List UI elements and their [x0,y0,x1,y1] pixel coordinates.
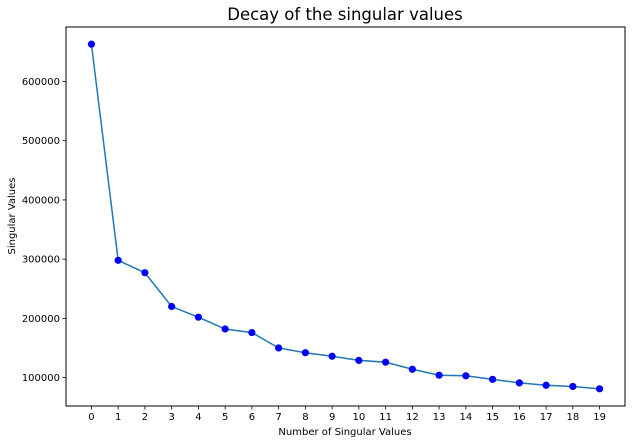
data-point [382,358,390,366]
plot-area [65,26,626,407]
x-tick-label: 15 [486,412,499,423]
x-tick-label: 6 [249,412,255,423]
x-tick-label: 8 [302,412,308,423]
data-point [355,356,363,365]
chart-title: Decay of the singular values [227,5,462,24]
x-tick-label: 19 [593,412,606,423]
x-tick-label: 3 [168,412,174,423]
y-axis: 100000 200000 300000 400000 500000 600000 [22,77,66,384]
x-tick-label: 12 [406,412,419,423]
x-tick-label: 10 [353,412,366,423]
data-point [141,269,149,277]
x-axis: 0 1 2 3 4 5 6 7 8 9 10 11 12 13 14 15 16 17 18 19 [88,406,606,423]
data-point [301,349,309,357]
y-tick-label: 400000 [22,195,60,206]
x-tick-label: 4 [195,412,201,423]
x-tick-label: 17 [540,412,553,423]
y-tick-label: 100000 [22,373,60,384]
x-tick-label: 16 [513,412,526,423]
y-tick-label: 200000 [22,314,60,325]
x-tick-label: 13 [433,412,446,423]
x-axis-label: Number of Singular Values [278,427,411,438]
series-layer [87,40,604,393]
x-tick-label: 14 [459,412,472,423]
x-tick-label: 5 [222,412,228,423]
x-tick-label: 7 [275,412,281,423]
data-point [87,40,96,48]
data-point [114,256,122,264]
data-point [221,325,229,333]
data-point [408,365,416,373]
data-point [542,381,550,389]
x-tick-label: 18 [566,412,579,423]
data-point [489,375,497,383]
data-point [569,382,577,391]
series-line [90,44,600,390]
data-point [275,344,283,352]
data-point [248,328,256,337]
data-point [595,385,604,393]
data-point [328,352,336,360]
y-tick-label: 300000 [22,255,60,266]
data-point [435,371,443,379]
y-tick-label: 600000 [22,77,60,88]
data-point [194,313,202,321]
x-tick-label: 11 [379,412,392,423]
x-tick-label: 2 [142,412,148,423]
y-tick-label: 500000 [22,136,60,147]
x-tick-label: 0 [88,412,94,423]
data-point [515,379,523,387]
data-point [462,372,470,380]
x-tick-label: 9 [329,412,335,423]
y-axis-label: Singular Values [7,177,18,254]
x-tick-label: 1 [115,412,121,423]
data-point [168,302,176,311]
